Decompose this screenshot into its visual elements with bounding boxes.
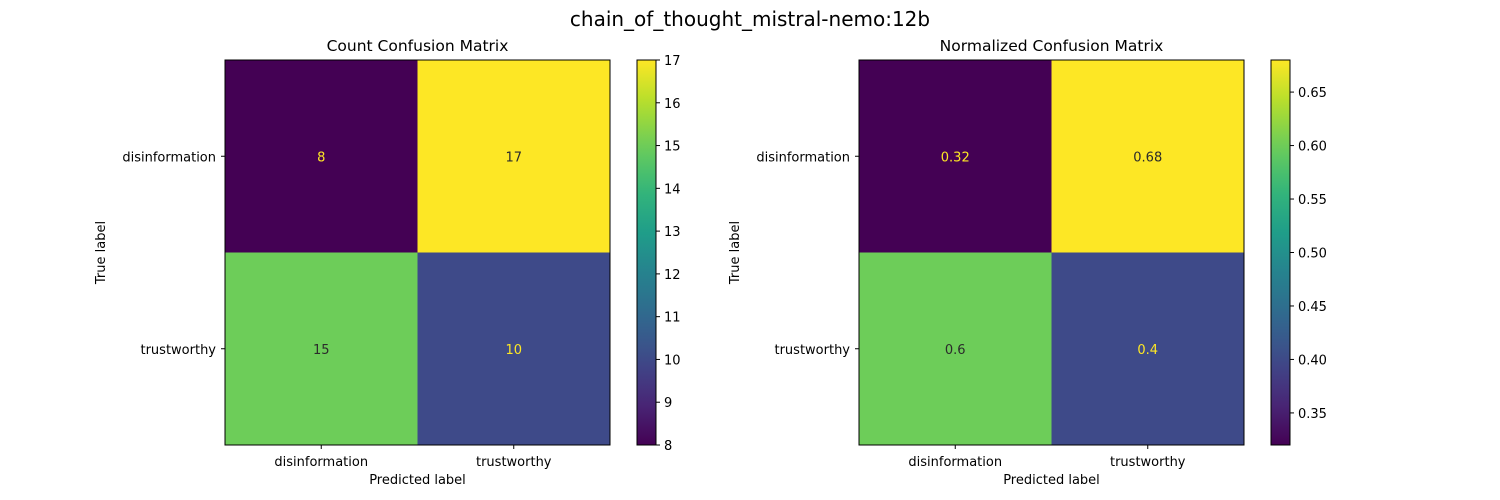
count-colorbar-tick-label-4: 12 [664,268,681,283]
count-colorbar-tick-label-0: 8 [664,439,672,454]
count-matrix-title: Count Confusion Matrix [327,37,509,55]
count-colorbar-tick-label-2: 10 [664,353,681,368]
count-x-tick-label-0: disinformation [274,455,368,470]
count-colorbar-tick-label-9: 17 [664,54,681,69]
count-x-axis-label: Predicted label [369,473,466,488]
count-cell-r1-c0 [225,252,418,446]
count-cell-r1-c1 [417,252,611,446]
normalized-colorbar-tick-label-3: 0.50 [1298,247,1327,262]
normalized-cell-r0-c1 [1051,60,1245,253]
normalized-colorbar-tick-label-0: 0.35 [1298,407,1327,422]
normalized-y-tick-label-1: trustworthy [774,343,850,358]
count-x-tick-label-1: trustworthy [476,455,552,470]
figure-title: chain_of_thought_mistral-nemo:12b [570,7,930,31]
count-colorbar-tick-label-1: 9 [664,396,672,411]
normalized-confusion-matrix-panel: Normalized Confusion Matrix 0.32 0.68 0.6 0.… [728,37,1327,488]
normalized-x-tick-label-1: trustworthy [1110,455,1186,470]
count-cell-label-r1-c1: 10 [505,343,522,358]
count-confusion-matrix-panel: Count Confusion Matrix 8 17 15 10 disinformat… [94,37,681,488]
count-y-tick-label-0: disinformation [122,150,216,165]
normalized-colorbar-tick-label-1: 0.40 [1298,353,1327,368]
count-colorbar-tick-label-7: 15 [664,140,681,155]
normalized-colorbar-tick-label-4: 0.55 [1298,193,1327,208]
count-cell-label-r0-c0: 8 [317,150,325,165]
count-cell-r0-c0 [225,60,418,253]
normalized-axes-frame [858,59,1245,446]
count-y-tick-label-1: trustworthy [140,343,216,358]
count-colorbar-tick-label-8: 16 [664,97,681,112]
count-colorbar-tick-label-6: 14 [664,182,681,197]
normalized-x-tick-label-0: disinformation [908,455,1002,470]
normalized-cell-label-r1-c1: 0.4 [1137,343,1158,358]
normalized-colorbar-tick-label-5: 0.60 [1298,140,1327,155]
count-cell-r0-c1 [417,60,611,253]
normalized-cell-r1-c0 [859,252,1052,446]
normalized-colorbar [1270,59,1291,446]
count-colorbar [636,59,657,446]
normalized-cell-r1-c1 [1051,252,1245,446]
normalized-colorbar-tick-label-6: 0.65 [1298,86,1327,101]
normalized-y-tick-label-0: disinformation [756,150,850,165]
normalized-x-axis-label: Predicted label [1003,473,1100,488]
count-colorbar-tick-label-3: 11 [664,311,681,326]
normalized-cell-r0-c0 [859,60,1052,253]
normalized-cell-label-r0-c1: 0.68 [1133,150,1162,165]
count-colorbar-tick-label-5: 13 [664,225,681,240]
normalized-matrix-title: Normalized Confusion Matrix [940,37,1164,55]
count-axes-frame [224,59,611,446]
count-cell-label-r0-c1: 17 [505,150,522,165]
normalized-cell-label-r0-c0: 0.32 [941,150,970,165]
normalized-colorbar-tick-label-2: 0.45 [1298,300,1327,315]
count-y-axis-label: True label [94,221,109,285]
normalized-cell-label-r1-c0: 0.6 [945,343,966,358]
normalized-y-axis-label: True label [728,221,743,285]
count-cell-label-r1-c0: 15 [313,343,330,358]
